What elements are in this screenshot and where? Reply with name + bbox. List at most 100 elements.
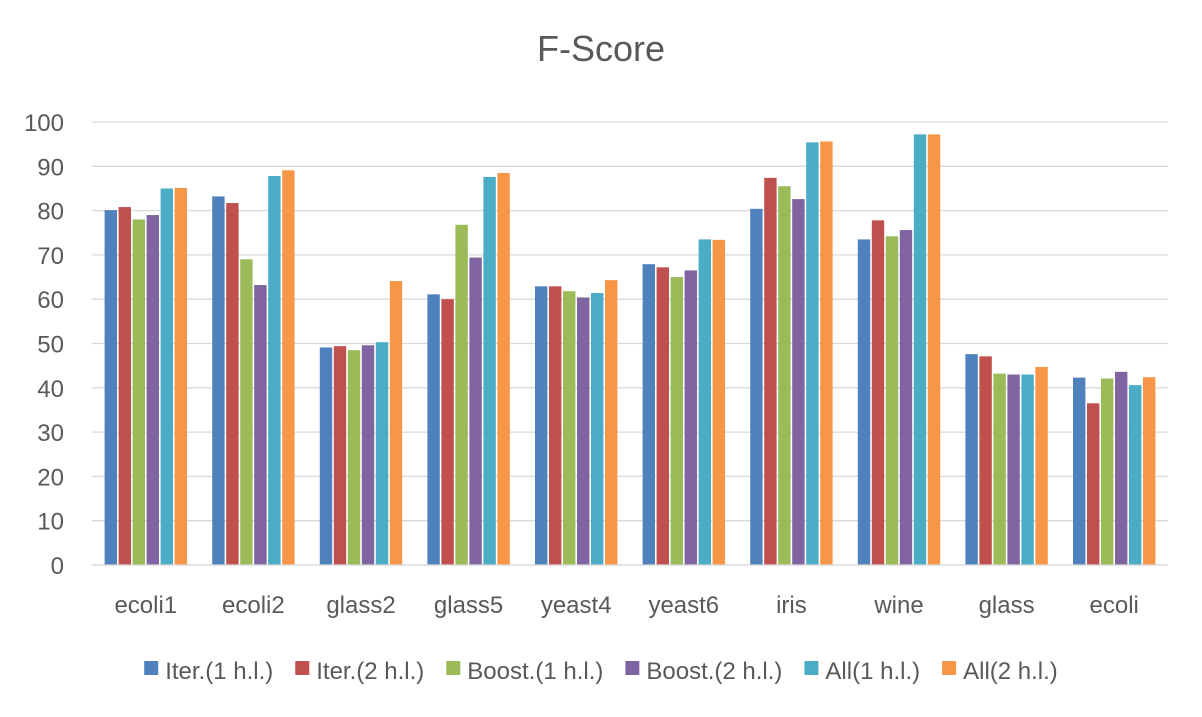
legend-swatch: [625, 661, 640, 675]
x-tick-label: ecoli1: [114, 592, 177, 619]
legend-label: Iter.(1 h.l.): [165, 658, 273, 685]
bar: [871, 220, 885, 565]
bar: [764, 177, 777, 565]
bar: [1021, 374, 1034, 565]
bar: [104, 210, 117, 566]
x-tick-label: yeast4: [541, 592, 612, 619]
bar: [1101, 378, 1114, 565]
bar: [319, 347, 333, 565]
bar: [563, 291, 576, 565]
legend-label: All(1 h.l.): [825, 658, 920, 685]
bar: [642, 264, 655, 565]
bar: [441, 299, 454, 565]
bar: [591, 292, 604, 565]
legend-item: All(2 h.l.): [942, 658, 1058, 685]
bar: [469, 257, 482, 565]
legend-item: Boost.(1 h.l.): [446, 658, 603, 685]
legend-swatch: [295, 661, 310, 675]
y-tick-label: 60: [37, 287, 64, 314]
legend-swatch: [446, 661, 461, 675]
bar: [1087, 403, 1100, 565]
bar: [254, 285, 267, 565]
y-tick-label: 100: [24, 110, 64, 137]
bar: [698, 239, 711, 565]
bar: [806, 142, 819, 566]
bar: [212, 196, 225, 565]
bar: [240, 259, 253, 565]
x-tick-label: wine: [873, 592, 923, 619]
x-tick-label: iris: [776, 592, 807, 619]
x-tick-label: glass5: [434, 592, 503, 619]
y-tick-label: 0: [51, 553, 64, 580]
legend-label: Boost.(2 h.l.): [646, 658, 782, 685]
x-tick-label: ecoli: [1090, 592, 1139, 619]
bar: [778, 186, 791, 566]
bar: [656, 267, 669, 565]
bar: [857, 239, 871, 565]
bar: [535, 286, 548, 565]
x-tick-label: glass2: [326, 592, 395, 619]
bar: [333, 346, 347, 565]
bar: [750, 208, 763, 565]
bar: [268, 176, 281, 565]
legend-item: Iter.(2 h.l.): [295, 658, 424, 685]
bar: [885, 236, 899, 565]
bar: [993, 373, 1006, 565]
bar: [282, 170, 295, 566]
bar: [174, 188, 187, 565]
y-tick-label: 80: [37, 199, 64, 226]
bar: [605, 280, 618, 565]
bar: [1007, 374, 1020, 565]
bar: [684, 270, 697, 565]
bar: [160, 188, 173, 565]
bar: [792, 199, 805, 565]
y-tick-label: 20: [37, 464, 64, 491]
bar: [375, 342, 389, 565]
legend-label: Boost.(1 h.l.): [467, 658, 603, 685]
bar: [577, 297, 590, 565]
bar: [427, 294, 440, 565]
bar: [899, 230, 913, 566]
bar: [361, 345, 375, 565]
legend-swatch: [144, 661, 159, 675]
bar: [1073, 377, 1086, 565]
x-tick-label: yeast6: [648, 592, 719, 619]
bar: [927, 134, 941, 566]
y-tick-label: 40: [37, 376, 64, 403]
legend-item: Iter.(1 h.l.): [144, 658, 273, 685]
bar: [913, 134, 927, 566]
bar: [132, 219, 145, 565]
bar: [1115, 371, 1128, 565]
legend-swatch: [942, 661, 957, 675]
bar: [1129, 385, 1142, 565]
bar: [1035, 366, 1048, 565]
legend-label: All(2 h.l.): [963, 658, 1058, 685]
y-tick-label: 50: [37, 332, 64, 359]
chart-title: F-Score: [536, 28, 666, 69]
bar: [1143, 377, 1156, 565]
bar: [455, 224, 468, 565]
y-tick-label: 30: [37, 420, 64, 447]
bar: [965, 354, 978, 565]
bar: [820, 141, 833, 565]
y-tick-label: 10: [37, 509, 64, 536]
bar: [389, 281, 403, 565]
bar: [483, 176, 496, 565]
x-tick-label: glass: [979, 592, 1035, 619]
legend-swatch: [804, 661, 819, 675]
bar: [347, 350, 361, 565]
bar: [979, 356, 992, 565]
bar: [118, 207, 131, 565]
x-tick-label: ecoli2: [222, 592, 285, 619]
bar: [712, 239, 725, 565]
bar: [670, 277, 683, 565]
bar: [226, 203, 239, 565]
y-tick-label: 90: [37, 154, 64, 181]
bar: [497, 172, 510, 565]
bar: [549, 286, 562, 565]
bar: [146, 215, 159, 565]
legend-label: Iter.(2 h.l.): [316, 658, 424, 685]
legend-item: All(1 h.l.): [804, 658, 920, 685]
